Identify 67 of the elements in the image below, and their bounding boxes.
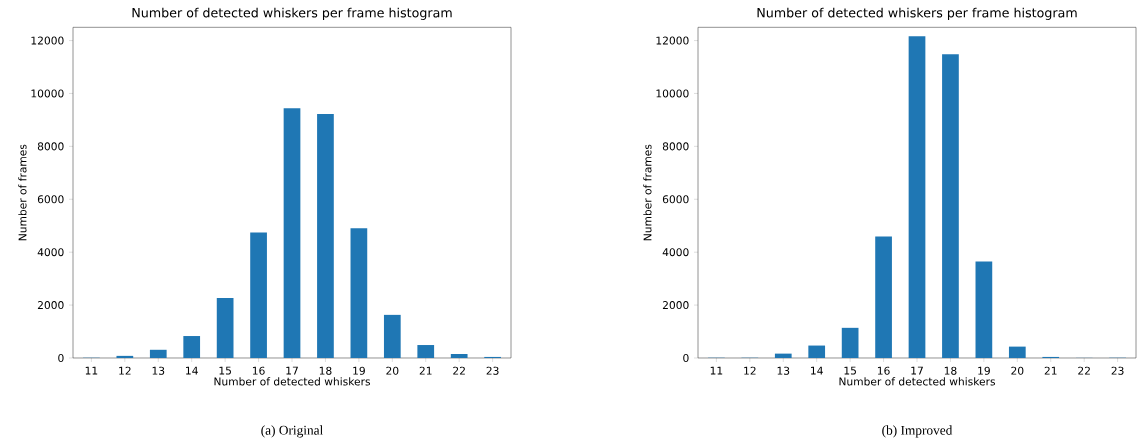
y-tick-label: 2000 — [37, 301, 64, 310]
x-tick-label: 14 — [811, 366, 823, 375]
text: (b) Improved — [882, 425, 953, 438]
x-tick-label: 19 — [978, 366, 990, 375]
y-tick-label: 6000 — [37, 195, 64, 204]
x-tick-label: 13 — [152, 366, 165, 375]
bar — [942, 54, 959, 359]
y-tick-label: 0 — [683, 353, 689, 363]
x-tick-label: 23 — [486, 366, 499, 375]
x-tick-label: 16 — [877, 366, 890, 375]
x-tick-label: 20 — [386, 366, 399, 375]
x-tick-label: 22 — [1078, 366, 1090, 375]
x-tick-label: 18 — [944, 366, 957, 375]
bar — [808, 345, 826, 359]
x-tick-label: 15 — [219, 366, 231, 375]
y-tick-label: 4000 — [37, 248, 64, 257]
x-tick-label: 22 — [453, 366, 465, 375]
y-axis-title: Number of frames — [18, 144, 27, 241]
y-tick-label: 6000 — [662, 195, 689, 204]
y-tick-label: 4000 — [662, 248, 689, 257]
y-tick-label: 10000 — [31, 89, 64, 98]
x-tick-label: 16 — [252, 366, 265, 375]
bar — [250, 232, 267, 359]
x-tick-label: 21 — [1044, 366, 1057, 375]
bar — [774, 353, 792, 359]
x-tick-label: 14 — [186, 366, 198, 375]
y-tick-label: 2000 — [662, 301, 689, 310]
x-tick-label: 18 — [319, 366, 332, 375]
y-axis-title: Number of frames — [643, 144, 652, 241]
bar — [450, 354, 468, 359]
y-tick-label: 12000 — [31, 36, 64, 45]
bar — [841, 327, 859, 359]
y-tick-label: 10000 — [656, 89, 689, 98]
x-tick-label: 13 — [777, 366, 790, 375]
text: (a) Original — [261, 425, 324, 438]
bar — [149, 349, 167, 359]
y-tick-label: 8000 — [662, 142, 689, 151]
bar — [183, 336, 201, 359]
x-tick-label: 12 — [119, 366, 131, 375]
x-tick-label: 17 — [911, 366, 923, 375]
x-tick-label: 19 — [353, 366, 365, 375]
x-tick-label: 11 — [710, 366, 723, 375]
bar — [908, 36, 926, 359]
bar — [116, 355, 134, 359]
bar — [283, 108, 301, 359]
chart-title: Number of detected whiskers per frame histogram — [757, 7, 1077, 20]
x-tick-label: 11 — [85, 366, 98, 375]
x-tick-label: 21 — [419, 366, 432, 375]
chart-title: Number of detected whiskers per frame histogram — [132, 7, 452, 20]
y-tick-label: 8000 — [37, 142, 64, 151]
bar — [383, 314, 401, 359]
bar — [875, 236, 892, 359]
bar — [417, 345, 435, 359]
x-tick-label: 20 — [1011, 366, 1024, 375]
x-tick-label: 15 — [844, 366, 856, 375]
x-axis-title: Number of detected whiskers — [214, 377, 371, 386]
y-tick-label: 0 — [58, 353, 64, 363]
bar — [350, 228, 368, 359]
x-axis-title: Number of detected whiskers — [839, 377, 996, 386]
bar — [975, 261, 993, 359]
x-tick-label: 12 — [744, 366, 756, 375]
bar — [216, 297, 234, 359]
x-tick-label: 23 — [1111, 366, 1124, 375]
bar — [317, 114, 334, 359]
y-tick-label: 12000 — [656, 36, 689, 45]
x-tick-label: 17 — [286, 366, 298, 375]
bar — [1008, 346, 1026, 359]
